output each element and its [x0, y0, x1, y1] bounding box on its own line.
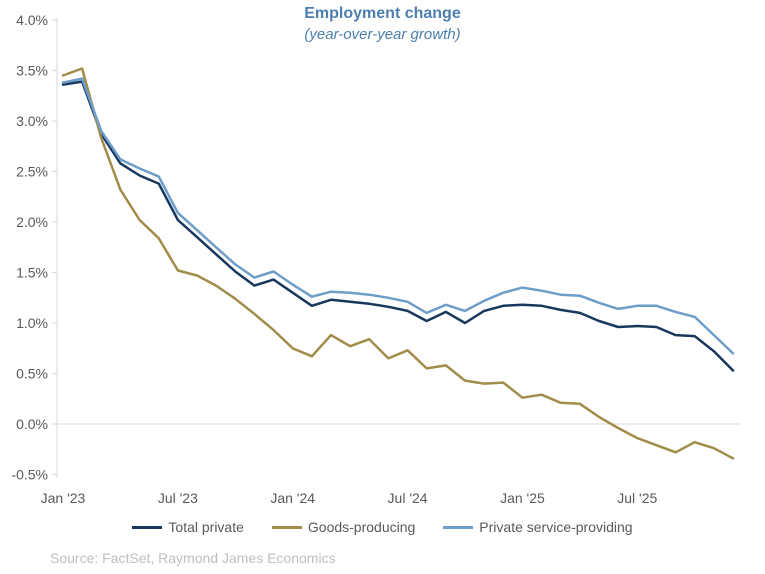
y-axis-label: 4.0% — [16, 12, 48, 28]
x-axis-label: Jul '24 — [388, 490, 428, 506]
legend-label: Private service-providing — [479, 519, 633, 535]
series-line-goods-producing — [61, 67, 735, 460]
series-line-total-private — [61, 80, 735, 372]
y-axis-label: 2.5% — [16, 164, 48, 180]
x-axis-label: Jan '23 — [41, 490, 86, 506]
legend-swatch — [271, 525, 302, 529]
x-axis-label: Jul '23 — [158, 490, 198, 506]
source-note: Source: FactSet, Raymond James Economics — [50, 550, 336, 566]
chart-legend: Total private Goods-producing Private serv… — [0, 516, 765, 538]
x-axis-label: Jan '24 — [270, 490, 315, 506]
chart-title: Employment change — [304, 5, 461, 22]
y-axis-label: 3.5% — [16, 63, 48, 79]
x-axis-label: Jul '25 — [617, 490, 657, 506]
y-axis-label: 0.0% — [16, 416, 48, 432]
y-axis-label: -0.5% — [11, 467, 48, 483]
y-axis-label: 2.0% — [16, 214, 48, 230]
legend-item: Total private — [132, 519, 244, 535]
chart-subtitle: (year-over-year growth) — [304, 26, 461, 43]
x-axis-label: Jan '25 — [500, 490, 545, 506]
legend-item: Goods-producing — [271, 519, 416, 535]
y-axis-label: 3.0% — [16, 113, 48, 129]
legend-item: Private service-providing — [443, 519, 633, 535]
legend-label: Goods-producing — [307, 519, 416, 535]
series-line-private-service-providing — [61, 77, 735, 355]
y-axis-label: 0.5% — [16, 366, 48, 382]
y-axis-label: 1.5% — [16, 265, 48, 281]
legend-label: Total private — [168, 519, 244, 535]
legend-swatch — [443, 525, 474, 529]
y-axis-label: 1.0% — [16, 315, 48, 331]
legend-swatch — [132, 525, 163, 529]
